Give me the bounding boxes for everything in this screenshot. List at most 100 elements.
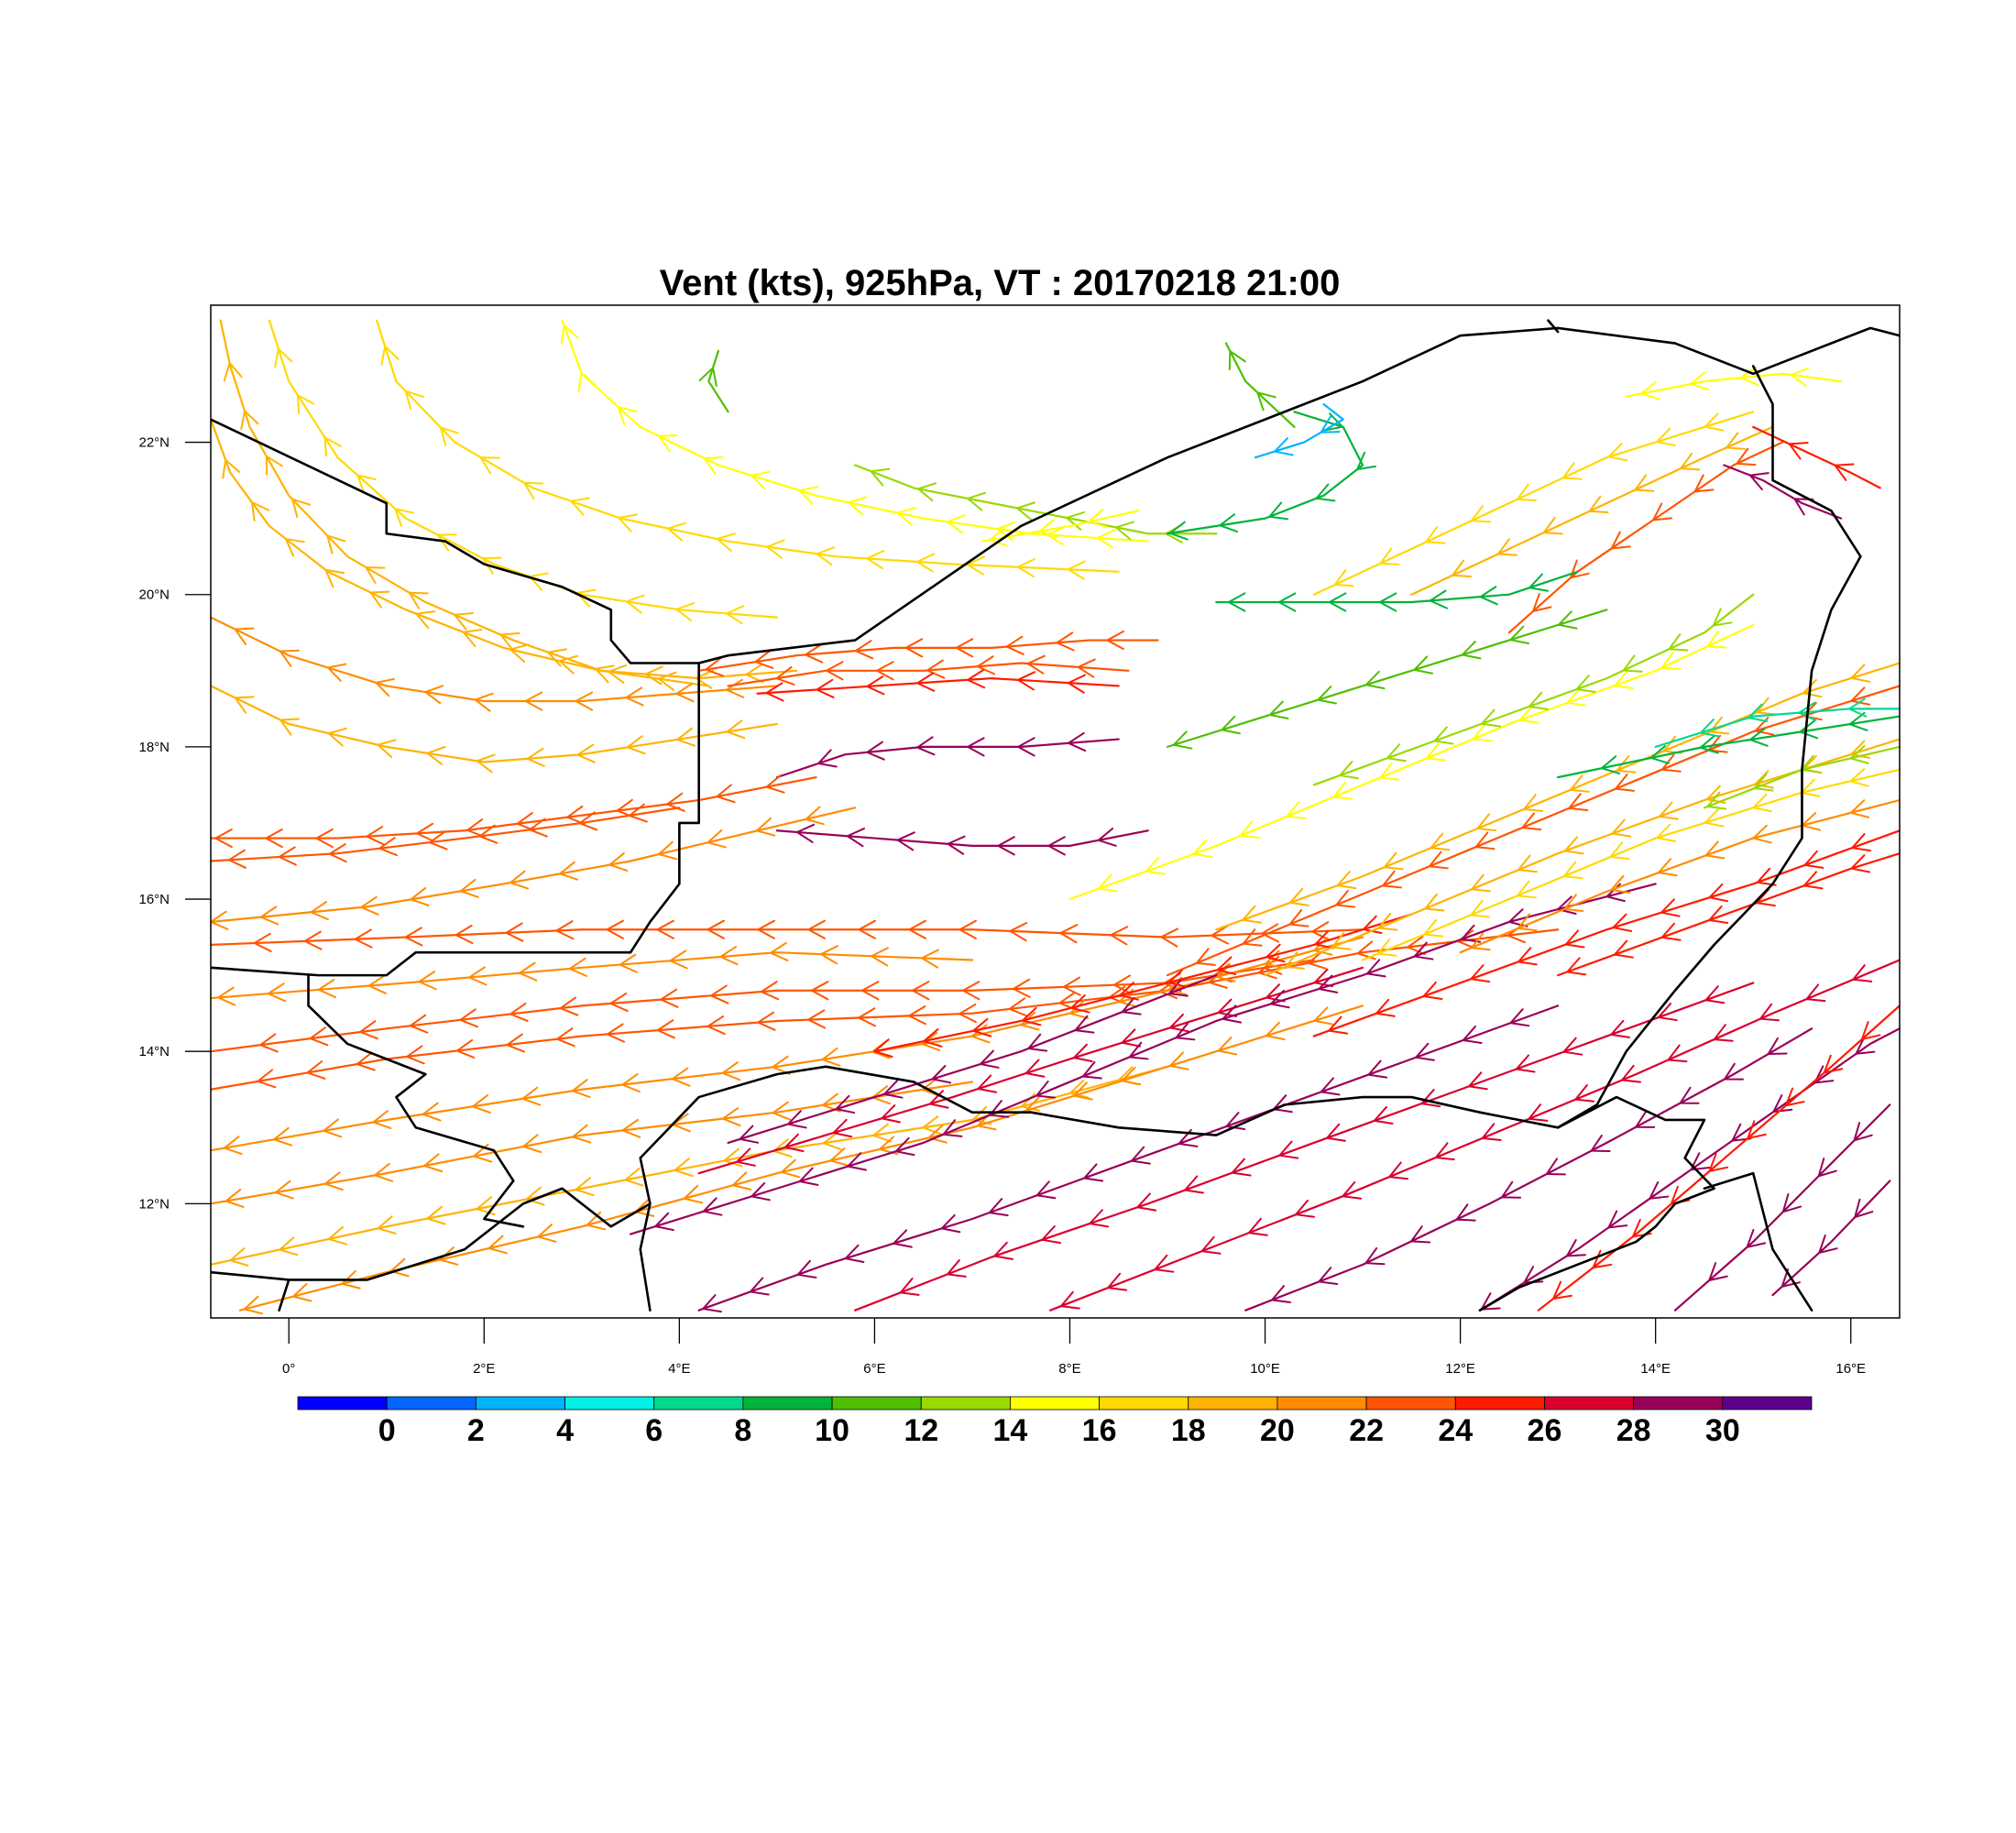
wind-chevron [844,1244,865,1264]
wind-chevron [816,546,836,566]
wind-chevron [1517,854,1538,873]
wind-chevron [745,664,764,684]
wind-chevron [234,627,255,645]
wind-chevron [608,852,629,872]
streamline-41 [1557,852,1900,977]
wind-chevron [1430,832,1451,851]
wind-chevron [980,1049,1000,1069]
wind-chevron [1096,529,1115,549]
streamline-30 [1049,959,1900,1312]
wind-chevron [1256,391,1276,412]
wind-chevron [988,1198,1009,1217]
wind-chevron [976,655,996,675]
wind-chevron [1285,951,1305,970]
wind-chevron [1607,443,1628,462]
colorbar-label: 22 [1349,1413,1384,1448]
streamline-18 [211,955,1315,1053]
wind-chevron [426,1205,446,1225]
colorbar-swatch [1633,1396,1724,1410]
longitude-axis: 0° 2°E 4°E 6°E 8°E 10°E 12°E 14°E 16°E [282,1318,1866,1377]
wind-chevron [1364,1246,1386,1266]
wind-chevron [1425,526,1446,544]
wind-chevron [366,826,385,846]
wind-chevron [1649,1180,1670,1200]
wind-chevron [1739,366,1759,387]
wind-chevron [1277,592,1297,612]
wind-chevron [967,737,985,757]
wind-chevron [772,1055,791,1075]
wind-chevron [1271,1285,1291,1303]
wind-chevron [882,1080,904,1099]
wind-chevron [1222,1004,1243,1024]
wind-chevron [927,1125,948,1144]
wind-streamlines [211,319,1900,1315]
wind-chevron [1379,547,1400,565]
wind-chevron [556,1027,575,1048]
wind-chevron [993,1241,1013,1260]
wind-chevron [1736,447,1757,466]
wind-chevron [559,861,579,881]
wind-chevron [1855,1036,1876,1055]
wind-chevron [1313,1006,1334,1026]
wind-chevron [1342,1180,1363,1200]
wind-chevron [1557,895,1577,915]
wind-chevron [1523,1266,1544,1284]
wind-chevron [1211,925,1230,945]
wind-chevron [1708,1262,1728,1281]
wind-chevron [306,1060,326,1080]
wind-chevron [775,665,795,686]
wind-chevron [1767,1037,1788,1056]
wind-chevron [1154,1254,1175,1273]
wind-chevron [908,919,926,939]
wind-chevron [1038,519,1058,539]
wind-chevron [860,981,880,1001]
wind-chevron [328,843,347,863]
wind-chevron [1748,727,1769,747]
wind-chevron [1660,652,1682,670]
wind-chevron [786,1110,807,1129]
wind-chevron [1800,778,1821,797]
wind-chevron [526,747,545,767]
wind-chevron [1509,625,1530,645]
streamline-37 [1215,662,1900,931]
wind-chevron [1318,1267,1339,1285]
wind-chevron [625,686,644,707]
wind-chevron [1130,1146,1151,1165]
wind-chevron [394,508,414,527]
wind-chevron [1274,437,1294,456]
wind-chevron [916,736,936,756]
wind-chevron [1288,908,1309,927]
wind-chevron [606,919,624,939]
wind-chevron [327,1225,348,1246]
wind-chevron [524,691,543,711]
wind-chevron [765,682,784,702]
wind-chevron [571,1079,591,1099]
wind-chevron [1754,717,1775,736]
colorbar-label: 14 [992,1413,1027,1448]
wind-chevron [459,878,479,898]
wind-chevron [1754,770,1775,789]
wind-chevron [365,565,386,585]
wind-chevron [1026,654,1046,675]
wind-chevron [278,846,297,866]
wind-chevron [310,901,329,921]
wind-chevron [947,835,966,855]
wind-chevron [1196,948,1216,966]
wind-chevron [1731,1123,1752,1142]
streamline-9 [727,654,1130,687]
wind-chevron [1239,820,1260,839]
colorbar-swatch [1365,1396,1456,1410]
wind-chevron [1723,1062,1744,1081]
wind-chevron [617,406,638,426]
wind-chevron [1333,568,1354,587]
wind-chevron [908,1005,927,1026]
wind-chevron [1376,938,1397,957]
wind-chevron [1588,495,1609,514]
streamline-6 [211,616,778,712]
wind-chevron [317,978,337,999]
wind-chevron [765,774,785,794]
wind-chevron [1320,1077,1341,1096]
wind-chevron [1690,371,1710,390]
wind-chevron [253,932,272,952]
wind-chevron [660,988,679,1008]
